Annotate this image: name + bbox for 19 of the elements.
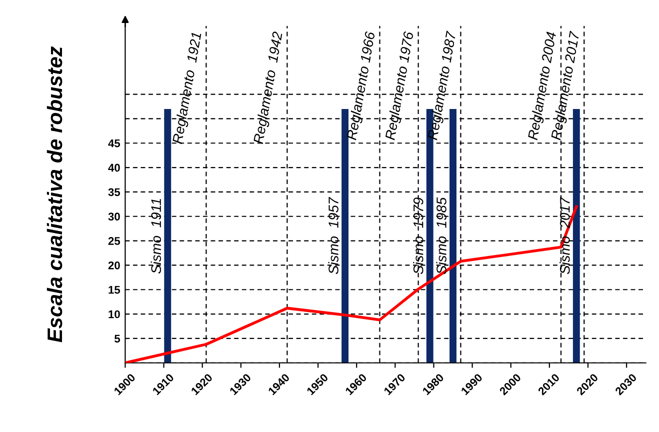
y-axis-title: Escala cualitativa de robustez (46, 46, 62, 342)
ref-line-label: Reglamento 1942 (252, 31, 286, 145)
y-tick-label: 45 (108, 140, 120, 148)
y-tick-label: 15 (108, 286, 120, 294)
data-label: Sismo 1985 (436, 197, 446, 274)
y-tick-label: 20 (108, 261, 120, 270)
y-tick-label: 30 (108, 212, 120, 221)
y-tick-label: 10 (108, 310, 120, 318)
ref-line-label: Reglamento 1976 (384, 30, 416, 141)
data-label: Sismo 1979 (413, 198, 424, 274)
y-tick-label: 35 (108, 188, 120, 196)
data-label: Sismo 1911 (150, 198, 162, 274)
ref-line-label: Reglamento 1921 (172, 32, 204, 145)
ref-line-label: Reglamento 1987 (427, 30, 459, 141)
y-tick-label: 25 (108, 237, 120, 245)
y-tick-label: 40 (108, 164, 120, 172)
data-label: Sismo 1957 (328, 196, 338, 274)
y-tick-label: 5 (114, 334, 120, 343)
ref-line-label: Reglamento 1966 (346, 30, 378, 141)
